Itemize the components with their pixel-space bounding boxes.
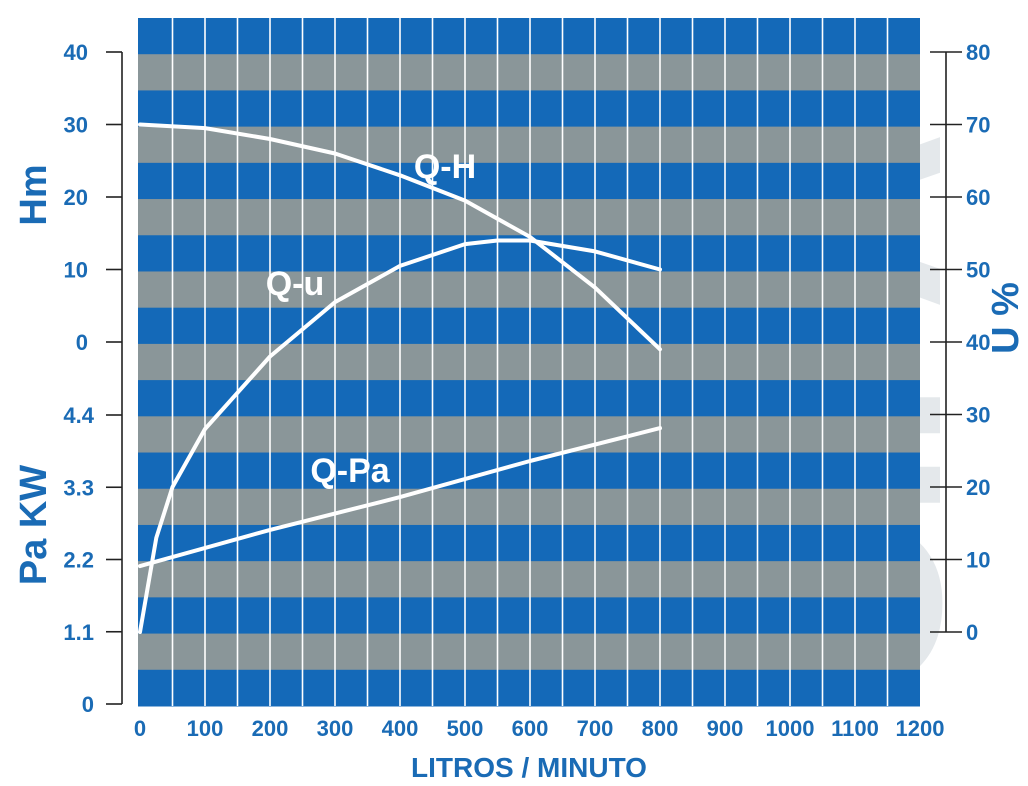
background-stripe [138, 54, 920, 91]
hm-tick-label: 40 [64, 40, 88, 65]
background-stripe [138, 199, 920, 236]
curve-label-q-u: Q-u [266, 265, 325, 303]
x-tick-label: 100 [187, 716, 224, 741]
x-tick-label: 1000 [766, 716, 815, 741]
u-tick-label: 70 [966, 113, 990, 138]
hm-tick-label: 10 [64, 258, 88, 283]
background-stripe [138, 669, 920, 707]
x-axis-title: LITROS / MINUTO [411, 752, 647, 783]
x-tick-label: 700 [577, 716, 614, 741]
pa-tick-label: 1.1 [63, 620, 94, 645]
background-stripe [138, 380, 920, 417]
u-tick-label: 80 [966, 40, 990, 65]
pa-tick-label: 3.3 [63, 475, 94, 500]
u-tick-label: 30 [966, 403, 990, 428]
background-stripe [138, 18, 920, 55]
background-stripe [138, 633, 920, 671]
background-stripe [138, 162, 920, 200]
background-stripe [138, 561, 920, 598]
background-stripe [138, 126, 920, 164]
u-tick-label: 10 [966, 548, 990, 573]
background-stripe [138, 307, 920, 345]
curve-labels: Q-H Q-u Q-Pa [266, 148, 476, 490]
curve-q-u [138, 238, 662, 634]
x-tick-label: 0 [134, 716, 146, 741]
u-tick-label: 60 [966, 185, 990, 210]
x-tick-label: 300 [317, 716, 354, 741]
x-tick-label: 400 [382, 716, 419, 741]
tick-labels: 4030201004.43.32.21.10807060504030201000… [63, 40, 990, 741]
background-stripe [138, 416, 920, 454]
pa-tick-label: 0 [82, 692, 94, 717]
hm-axis-title: Hm [13, 164, 55, 225]
hm-tick-label: 20 [64, 185, 88, 210]
background-stripe [138, 488, 920, 526]
curve-q-pa [138, 426, 662, 569]
axis-titles: LITROS / MINUTO Hm Pa KW U % [13, 164, 1027, 783]
curve-label-q-h: Q-H [414, 148, 476, 186]
curve-label-q-pa: Q-Pa [310, 452, 390, 490]
x-tick-label: 1200 [896, 716, 945, 741]
plot-background [138, 18, 920, 707]
background-stripe [138, 524, 920, 562]
u-tick-label: 20 [966, 475, 990, 500]
pa-tick-label: 2.2 [63, 548, 94, 573]
x-tick-label: 900 [707, 716, 744, 741]
hm-tick-label: 0 [76, 330, 88, 355]
x-tick-label: 500 [447, 716, 484, 741]
x-tick-label: 200 [252, 716, 289, 741]
background-stripe [138, 452, 920, 490]
axes [106, 51, 962, 705]
u-tick-label: 50 [966, 258, 990, 283]
background-stripe [138, 90, 920, 128]
x-tick-label: 1100 [831, 716, 879, 741]
pa-axis-title: Pa KW [13, 465, 55, 585]
x-tick-label: 600 [512, 716, 549, 741]
u-axis-title: U % [985, 282, 1027, 354]
u-tick-label: 0 [966, 620, 978, 645]
background-stripe [138, 597, 920, 635]
x-tick-label: 800 [642, 716, 679, 741]
curve-q-h [138, 122, 662, 352]
curves [138, 122, 662, 634]
u-tick-label: 40 [966, 330, 990, 355]
hm-tick-label: 30 [64, 113, 88, 138]
pa-tick-label: 4.4 [63, 403, 94, 428]
background-stripe [138, 271, 920, 309]
